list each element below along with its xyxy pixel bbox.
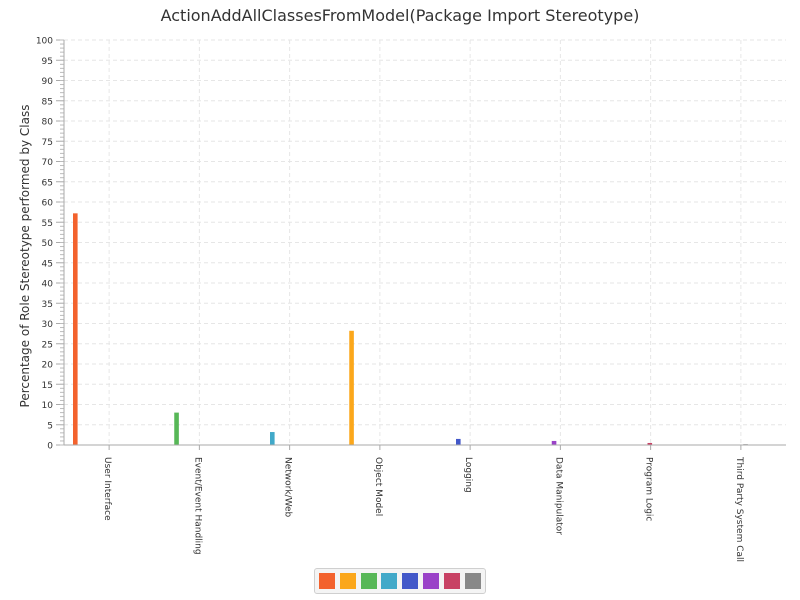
legend-swatch — [339, 573, 356, 589]
y-axis-label: Percentage of Role Stereotype performed … — [18, 105, 32, 408]
y-tick-label: 25 — [42, 340, 53, 350]
x-tick-label: Event/Event Handling — [192, 457, 202, 555]
y-tick-label: 75 — [42, 138, 53, 148]
y-tick-label: 45 — [42, 259, 53, 269]
y-tick-label: 85 — [42, 97, 53, 107]
legend-swatch — [360, 573, 377, 589]
legend-swatch — [319, 573, 335, 589]
y-tick-label: 10 — [42, 401, 54, 411]
y-tick-label: 35 — [42, 300, 53, 310]
bar — [349, 330, 354, 445]
y-tick-label: 60 — [42, 199, 54, 209]
chart-title: ActionAddAllClassesFromModel(Package Imp… — [160, 6, 640, 25]
x-tick-label: Program Logic — [644, 457, 654, 521]
x-tick-label: Network/Web — [283, 457, 293, 518]
y-axis: 0 5 10 15 20 25 30 35 40 45 50 55 60 65 70 75 80 85 90 95 10… — [36, 37, 65, 452]
legend-swatch — [443, 573, 460, 589]
y-tick-label: 50 — [42, 239, 54, 249]
y-tick-label: 0 — [47, 442, 53, 452]
y-tick-label: 100 — [36, 37, 53, 47]
y-tick-label: 90 — [42, 77, 54, 87]
legend-swatch — [423, 573, 439, 589]
y-tick-label: 15 — [42, 381, 53, 391]
legend-swatch — [381, 573, 398, 589]
bar — [174, 412, 179, 445]
bar — [551, 440, 557, 445]
x-tick-label: User Interface — [102, 457, 112, 521]
grid-lines — [64, 39, 786, 445]
y-tick-label: 80 — [42, 118, 54, 128]
x-tick-label: Third Party System Call — [734, 456, 744, 562]
x-tick-label: Object Model — [373, 457, 383, 516]
y-tick-label: 55 — [42, 219, 53, 229]
bar — [647, 442, 653, 445]
bars — [73, 213, 748, 445]
x-axis: User Interface Event/Event Handling Networ… — [64, 444, 786, 562]
bar — [270, 432, 275, 445]
y-tick-label: 20 — [42, 361, 54, 371]
x-tick-label: Data Manipulator — [553, 457, 563, 535]
y-tick-label: 30 — [42, 320, 54, 330]
y-tick-label: 95 — [42, 57, 53, 67]
y-tick-label: 70 — [42, 158, 54, 168]
y-tick-label: 40 — [42, 280, 54, 290]
legend — [314, 568, 486, 594]
bar — [73, 213, 78, 445]
y-tick-label: 5 — [47, 421, 53, 431]
x-tick-label: Logging — [463, 457, 473, 493]
legend-swatch — [464, 573, 481, 589]
y-tick-label: 65 — [42, 178, 53, 188]
bar — [456, 438, 461, 445]
legend-swatch — [402, 573, 419, 589]
